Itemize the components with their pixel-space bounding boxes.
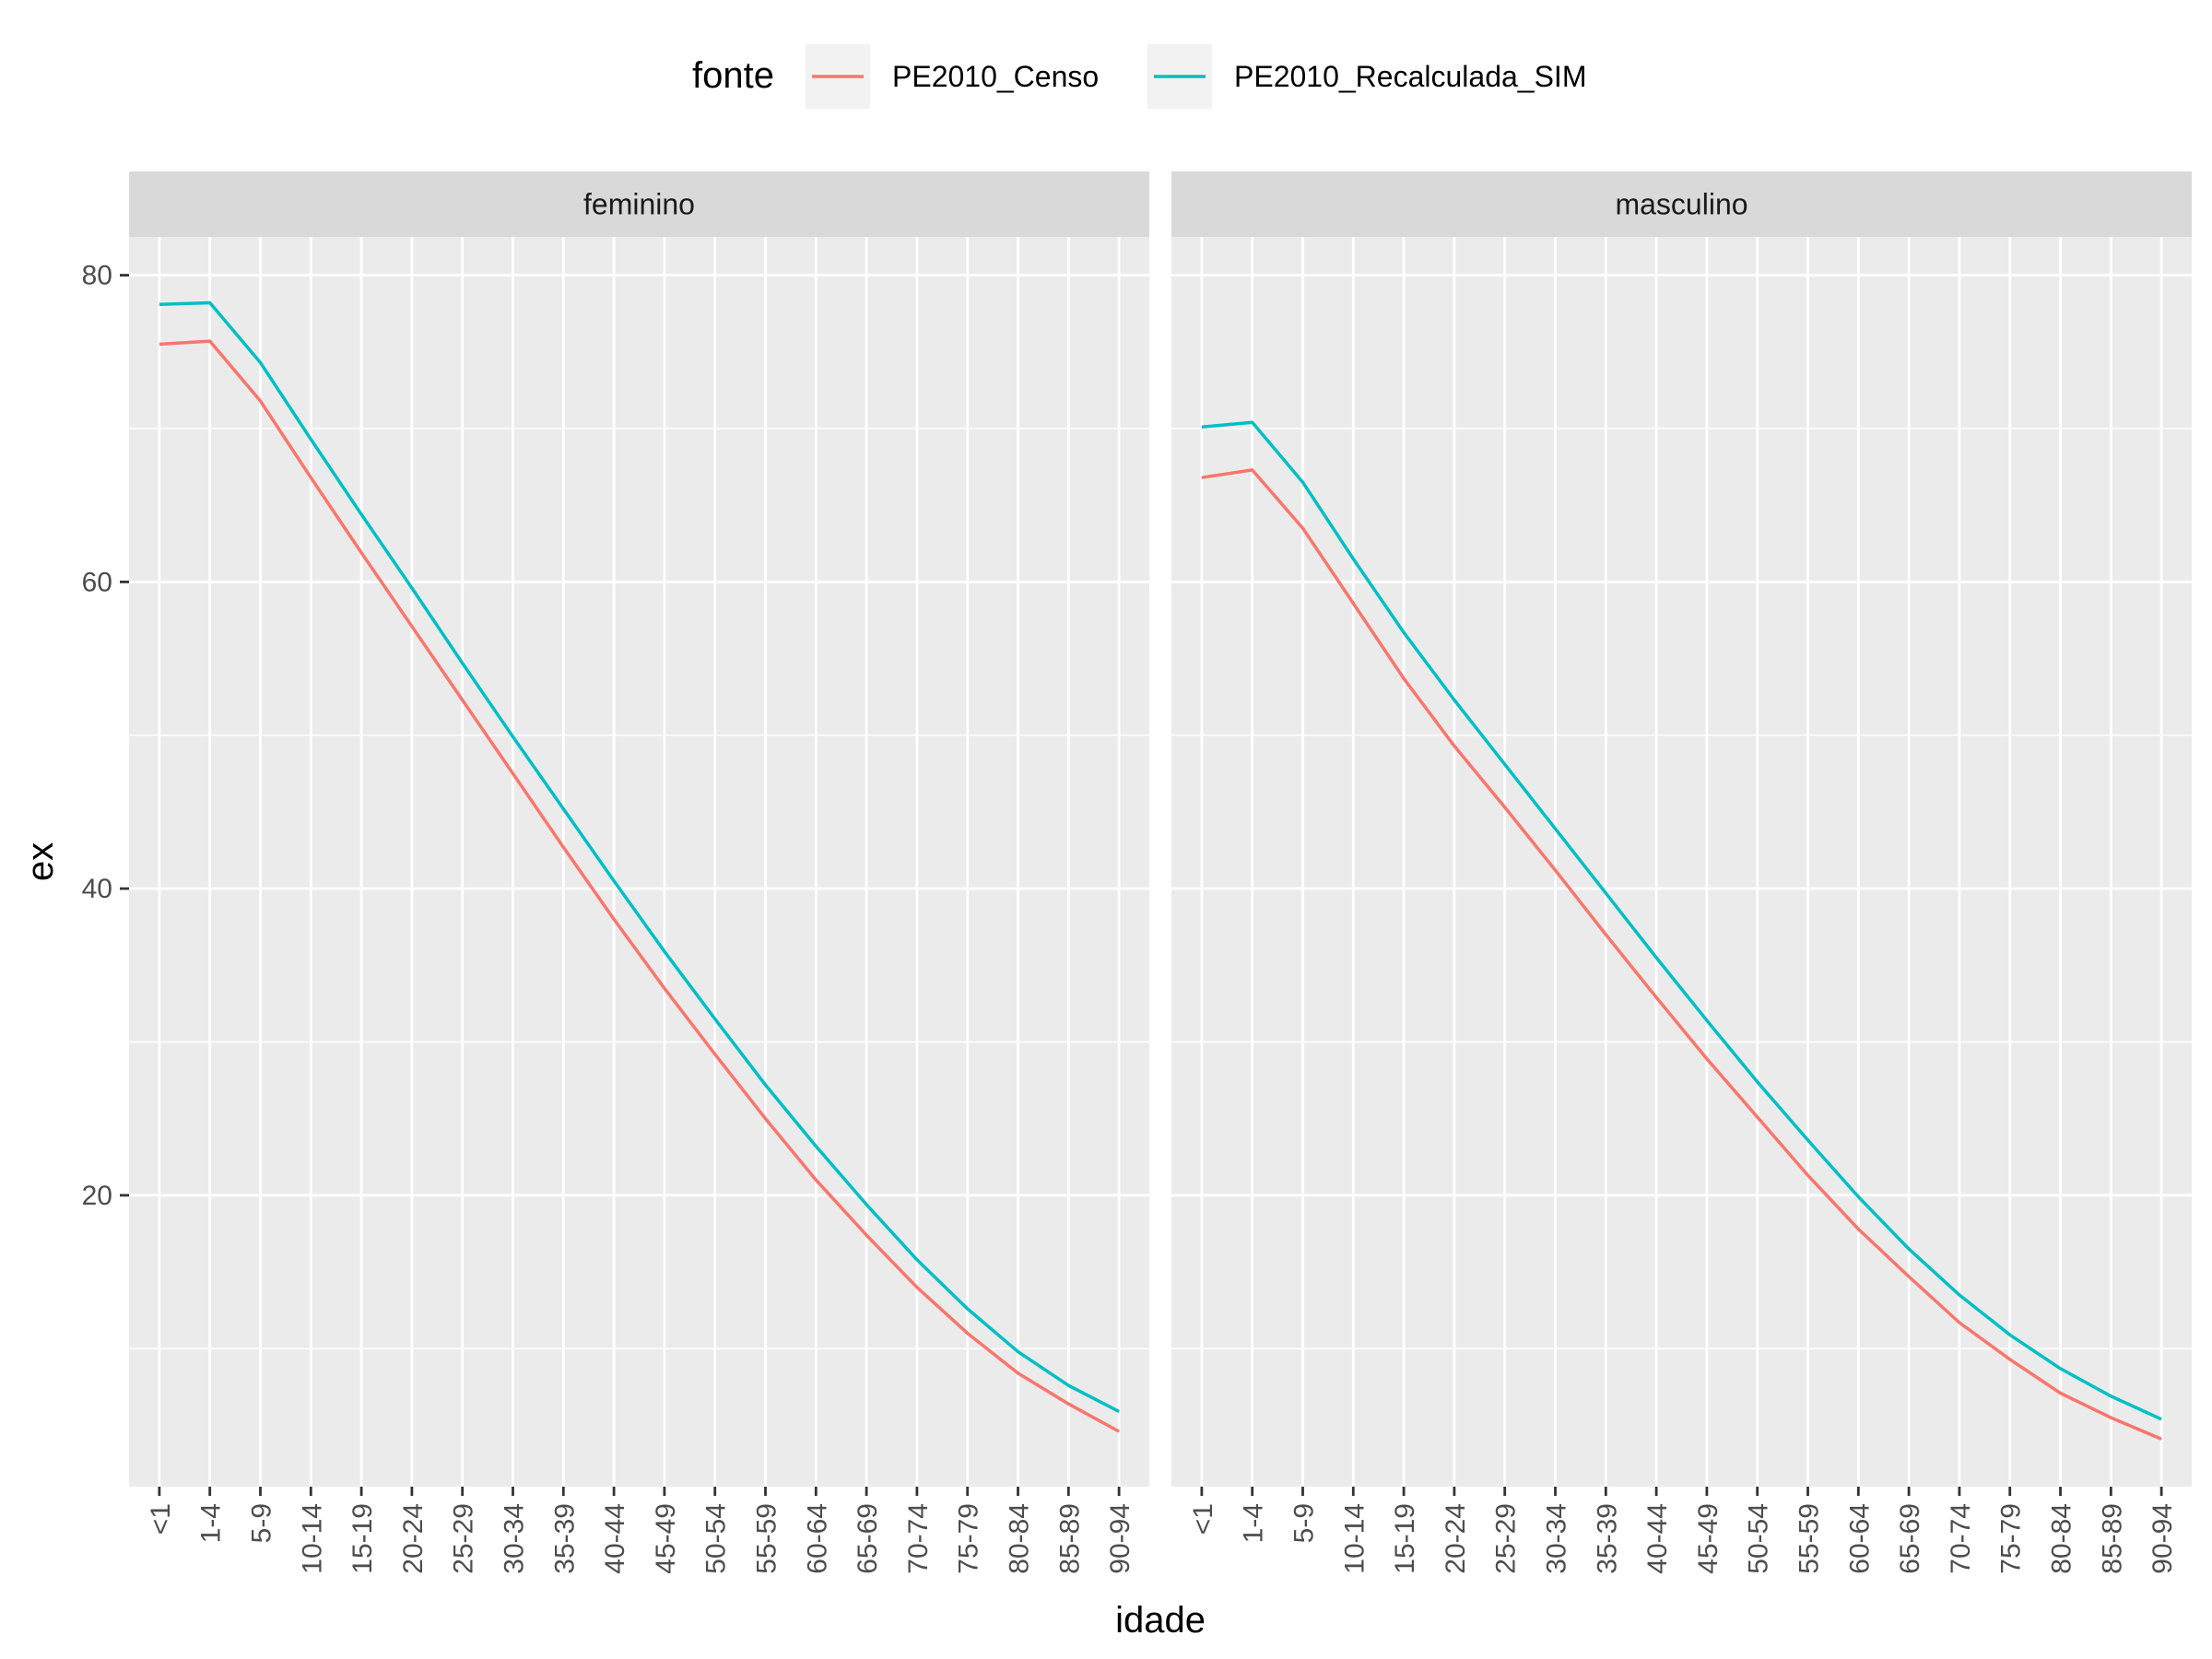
x-tick-label: 25-29: [1491, 1503, 1522, 1574]
x-tick-label: 15-19: [1390, 1503, 1420, 1574]
legend: fonte PE2010_Censo PE2010_Recalculada_SIM: [692, 44, 1586, 109]
x-tick-label: 90-94: [2147, 1503, 2178, 1574]
x-tick-label: 25-29: [449, 1503, 479, 1574]
x-tick-label: 60-64: [1844, 1503, 1875, 1574]
x-tick-label: 70-74: [1946, 1503, 1976, 1574]
series-line-PE2010_Recalculada_SIM: [1201, 420, 2162, 1421]
x-tick-label: 35-39: [1592, 1503, 1622, 1574]
x-tick-label: 55-59: [752, 1503, 782, 1574]
legend-entry-label: PE2010_Censo: [892, 60, 1099, 93]
x-tick-label: <1: [146, 1503, 176, 1535]
x-tick-label: 85-89: [2097, 1503, 2127, 1574]
panel-background: [1171, 237, 2192, 1487]
x-tick-label: 40-44: [600, 1503, 630, 1574]
x-tick-label: 65-69: [1895, 1503, 1925, 1574]
x-tick-label: 45-49: [1693, 1503, 1724, 1574]
y-axis: 20 40 60 80: [82, 261, 129, 1211]
panel-background: [129, 237, 1149, 1487]
x-tick-label: 60-64: [802, 1503, 832, 1574]
x-tick-label: 40-44: [1642, 1503, 1673, 1574]
x-tick-label: 5-9: [1288, 1503, 1319, 1543]
y-axis-title: ex: [20, 842, 61, 881]
y-tick-label: 20: [82, 1181, 112, 1211]
facet-strip: [129, 171, 1149, 237]
x-tick-label: 70-74: [903, 1503, 934, 1574]
x-tick-label: 55-59: [1794, 1503, 1825, 1574]
x-tick-label: 75-79: [1996, 1503, 2027, 1574]
x-axis-title: idade: [1115, 1600, 1206, 1641]
x-tick-label: 75-79: [954, 1503, 984, 1574]
x-tick-label: 30-34: [1541, 1503, 1571, 1574]
facet-strip: [1171, 171, 2192, 237]
legend-title: fonte: [692, 55, 774, 96]
x-tick-label: 20-24: [398, 1503, 429, 1574]
x-tick-label: 85-89: [1054, 1503, 1085, 1574]
x-tick-label: 15-19: [347, 1503, 378, 1574]
x-tick-label: 30-34: [499, 1503, 529, 1574]
x-tick-label: 90-94: [1105, 1503, 1135, 1574]
facet-panel-feminino: feminino <1 1-4 5-9 10-14 15-19 20-24 25-29 30-3…: [129, 171, 1149, 1574]
x-tick-label: 20-24: [1441, 1503, 1471, 1574]
x-tick-label: 35-39: [549, 1503, 580, 1574]
series-line-PE2010_Censo: [159, 339, 1120, 1433]
x-tick-label: <1: [1188, 1503, 1218, 1535]
x-tick-label: 1-4: [1239, 1503, 1269, 1543]
series-line-PE2010_Censo: [1201, 468, 2162, 1441]
series-line-PE2010_Recalculada_SIM: [159, 300, 1120, 1414]
x-tick-label: 10-14: [1339, 1503, 1370, 1574]
facet-strip-label: masculino: [1615, 188, 1747, 221]
x-tick-label: 80-84: [1005, 1503, 1035, 1574]
x-tick-label: 50-54: [1744, 1503, 1774, 1574]
y-tick-label: 40: [82, 874, 112, 904]
x-tick-label: 50-54: [701, 1503, 732, 1574]
x-tick-label: 45-49: [651, 1503, 681, 1574]
x-tick-label: 5-9: [246, 1503, 276, 1543]
x-tick-label: 65-69: [853, 1503, 883, 1574]
legend-entry-label: PE2010_Recalculada_SIM: [1234, 60, 1586, 93]
x-tick-label: 1-4: [196, 1503, 227, 1543]
x-tick-label: 80-84: [2047, 1503, 2077, 1574]
facet-strip-label: feminino: [583, 188, 695, 221]
facet-panel-masculino: masculino <1 1-4 5-9 10-14 15-19 20-24 25-29 30-…: [1171, 171, 2192, 1574]
y-tick-label: 80: [82, 261, 112, 291]
x-tick-label: 10-14: [297, 1503, 327, 1574]
y-tick-label: 60: [82, 567, 112, 597]
